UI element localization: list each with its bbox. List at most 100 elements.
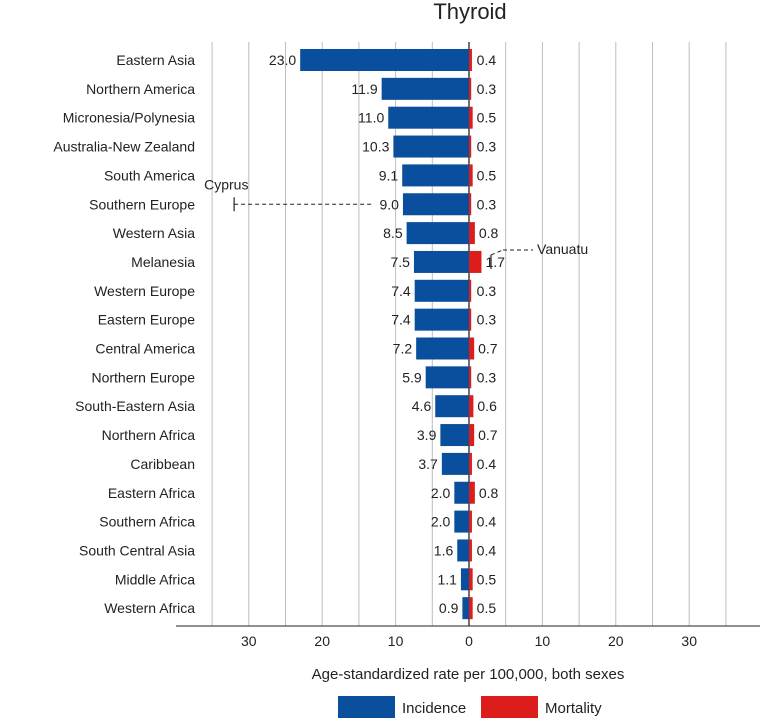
category-label-western-africa: Western Africa (104, 600, 195, 616)
incidence-value-label: 3.7 (418, 456, 438, 472)
chart-title: Thyroid (433, 0, 506, 24)
mortality-bar-eastern-europe (469, 308, 472, 331)
category-label-southern-europe: Southern Europe (89, 196, 195, 212)
mortality-bar-northern-america (469, 77, 472, 100)
category-label-northern-america: Northern America (86, 81, 195, 97)
mortality-bar-western-africa (469, 597, 473, 620)
mortality-value-label: 0.3 (477, 369, 497, 385)
category-label-southern-africa: Southern Africa (99, 514, 195, 530)
x-tick-label: 30 (681, 633, 697, 649)
mortality-bar-eastern-africa (469, 481, 475, 504)
incidence-value-label: 7.4 (391, 312, 411, 328)
incidence-value-label: 23.0 (269, 52, 296, 68)
category-label-south-central-asia: South Central Asia (79, 542, 195, 558)
mortality-bar-western-asia (469, 222, 475, 245)
mortality-value-label: 0.5 (477, 600, 497, 616)
incidence-value-label: 10.3 (362, 139, 389, 155)
category-label-south-eastern-asia: South-Eastern Asia (75, 398, 195, 414)
legend: Incidence Mortality (338, 696, 602, 718)
mortality-bar-melanesia (469, 250, 482, 273)
category-label-south-america: South America (104, 167, 195, 183)
category-label-northern-europe: Northern Europe (91, 369, 195, 385)
x-tick-label: 0 (465, 633, 473, 649)
category-label-eastern-europe: Eastern Europe (98, 312, 195, 328)
incidence-value-label: 9.1 (379, 167, 399, 183)
legend-swatch-incidence (338, 696, 395, 718)
incidence-bar-eastern-africa (454, 481, 469, 504)
mortality-value-label: 0.7 (478, 427, 498, 443)
incidence-value-label: 2.0 (431, 485, 451, 501)
category-label-middle-africa: Middle Africa (115, 571, 195, 587)
incidence-bar-central-america (416, 337, 469, 360)
incidence-value-label: 2.0 (431, 514, 451, 530)
incidence-bar-western-asia (406, 222, 469, 245)
incidence-bar-eastern-europe (414, 308, 469, 331)
legend-label-incidence: Incidence (402, 700, 466, 717)
legend-swatch-mortality (481, 696, 538, 718)
incidence-bar-eastern-asia (300, 49, 469, 71)
incidence-value-label: 0.9 (439, 600, 459, 616)
incidence-value-label: 11.0 (358, 110, 384, 126)
mortality-value-label: 0.3 (477, 196, 497, 212)
legend-label-mortality: Mortality (545, 700, 602, 717)
category-label-eastern-asia: Eastern Asia (116, 52, 195, 68)
category-label-eastern-africa: Eastern Africa (108, 485, 195, 501)
category-labels: Eastern Asia Northern America Micronesia/P… (53, 52, 195, 616)
x-tick-label: 20 (314, 633, 330, 649)
mortality-value-label: 0.8 (479, 485, 499, 501)
incidence-value-label: 1.6 (434, 542, 454, 558)
mortality-bar-southern-europe (469, 193, 472, 216)
mortality-bar-south-america (469, 164, 473, 187)
mortality-value-label: 0.3 (477, 312, 497, 328)
mortality-value-label: 0.3 (477, 81, 497, 97)
category-label-melanesia: Melanesia (131, 254, 195, 270)
x-axis-label: Age-standardized rate per 100,000, both … (312, 666, 625, 683)
incidence-value-label: 3.9 (417, 427, 437, 443)
category-label-micronesia-polynesia: Micronesia/Polynesia (63, 110, 195, 126)
mortality-value-label: 0.4 (477, 514, 497, 530)
incidence-bar-south-central-asia (457, 539, 469, 562)
incidence-value-label: 4.6 (412, 398, 432, 414)
mortality-bar-central-america (469, 337, 475, 360)
mortality-bar-western-europe (469, 279, 472, 302)
mortality-value-label: 0.8 (479, 225, 499, 241)
incidence-bar-south-america (402, 164, 469, 187)
category-label-western-asia: Western Asia (113, 225, 195, 241)
mortality-value-label: 0.7 (478, 341, 498, 357)
mortality-value-label: 0.4 (477, 542, 497, 558)
category-label-northern-africa: Northern Africa (102, 427, 196, 443)
annotation-label-vanuatu: Vanuatu (537, 241, 588, 257)
mortality-bar-southern-africa (469, 510, 472, 533)
incidence-value-label: 7.4 (391, 283, 411, 299)
mortality-bar-micronesia-polynesia (469, 106, 473, 129)
incidence-value-label: 8.5 (383, 225, 403, 241)
mortality-value-label: 0.3 (477, 139, 497, 155)
annotation-label-cyprus: Cyprus (204, 176, 248, 192)
mortality-bar-northern-europe (469, 366, 472, 389)
mortality-value-label: 0.3 (477, 283, 497, 299)
annotation-leader (490, 249, 504, 256)
mortality-value-label: 0.5 (477, 167, 497, 183)
mortality-bar-south-eastern-asia (469, 395, 474, 418)
incidence-bar-australia-new-zealand (393, 135, 469, 158)
mortality-value-label: 0.4 (477, 52, 497, 68)
mortality-value-label: 1.7 (485, 254, 505, 270)
mortality-value-label: 0.6 (477, 398, 497, 414)
mortality-value-label: 0.4 (477, 456, 497, 472)
mortality-value-label: 0.5 (477, 110, 497, 126)
incidence-bar-northern-europe (425, 366, 469, 389)
mortality-value-label: 0.5 (477, 571, 497, 587)
category-label-central-america: Central America (95, 341, 195, 357)
incidence-bar-western-europe (414, 279, 469, 302)
x-tick-label: 10 (535, 633, 551, 649)
x-tick-label: 10 (388, 633, 404, 649)
incidence-bar-micronesia-polynesia (388, 106, 469, 129)
incidence-value-label: 5.9 (402, 369, 422, 385)
incidence-bar-western-africa (462, 597, 469, 620)
annotations: Cyprus Vanuatu (204, 176, 588, 269)
incidence-bar-southern-europe (402, 193, 469, 216)
x-tick-label: 30 (241, 633, 257, 649)
category-label-australia-new-zealand: Australia-New Zealand (53, 139, 195, 155)
mortality-bar-northern-africa (469, 424, 475, 447)
